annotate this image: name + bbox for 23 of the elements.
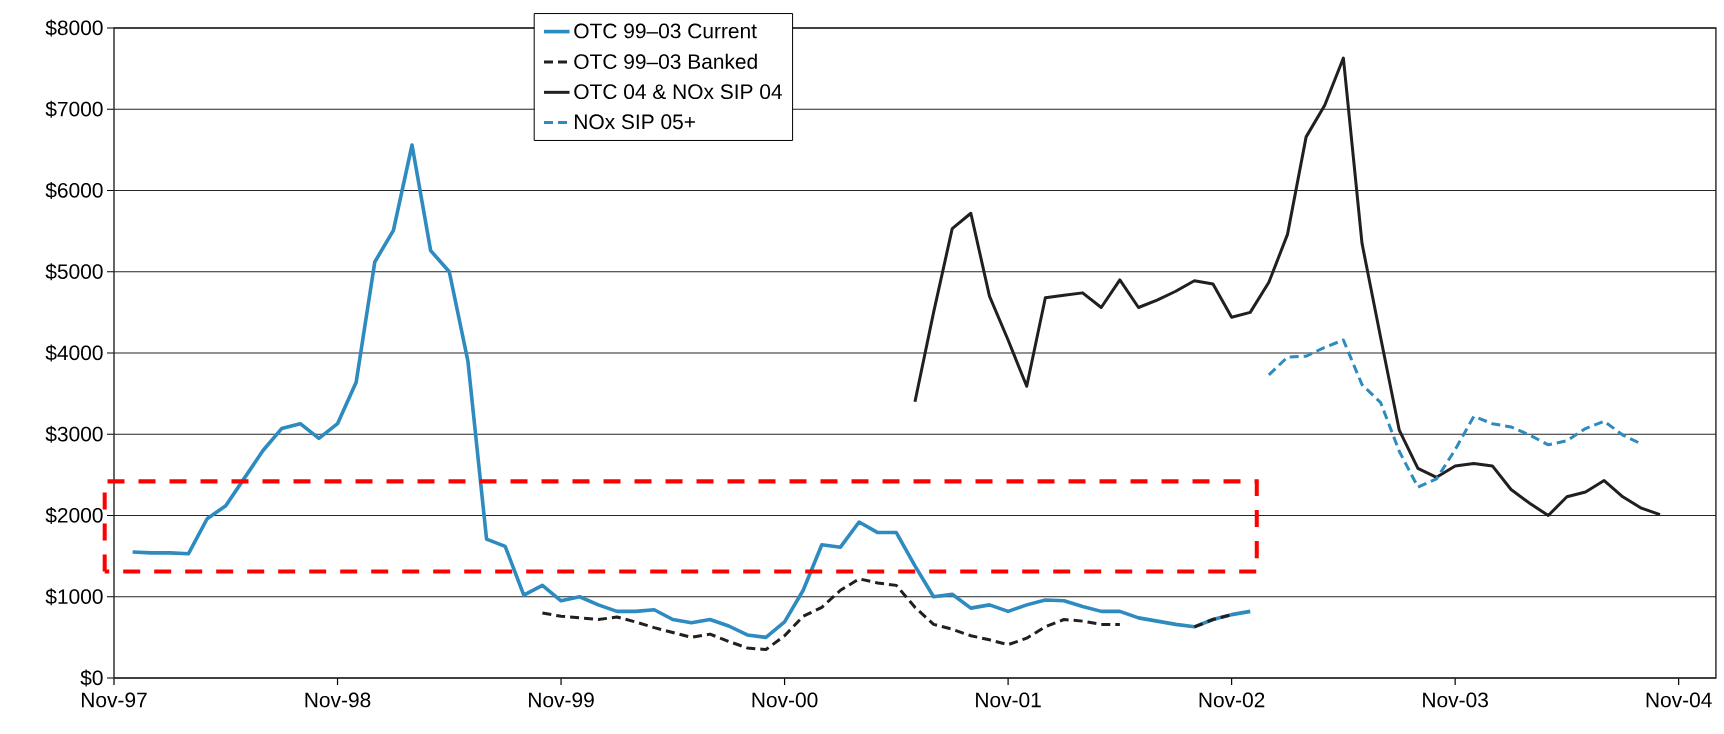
y-tick-label: $0 [80,669,103,687]
x-tick-label: Nov-02 [1199,692,1265,708]
legend-label: OTC 99–03 Current [574,23,757,39]
y-tick-label: $3000 [45,425,103,443]
y-tick-label: $6000 [45,182,103,199]
x-tick-label: Nov-00 [752,692,818,708]
legend-label: OTC 04 & NOx SIP 04 [574,84,782,100]
y-tick-label: $1000 [45,588,103,606]
x-tick-label: Nov-01 [976,692,1041,708]
x-tick-label: Nov-04 [1646,692,1712,708]
legend-label: NOx SIP 05+ [575,114,695,130]
y-tick-label: $5000 [45,263,103,281]
y-tick-label: $8000 [45,19,103,37]
x-tick-label: Nov-99 [529,692,594,708]
x-tick-label: Nov-98 [305,692,371,708]
y-tick-label: $7000 [45,100,103,118]
y-tick-label: $2000 [45,507,103,524]
line-series [130,143,1253,640]
x-tick-label: Nov-03 [1423,692,1488,708]
line-series [913,56,1662,517]
x-tick-label: Nov-97 [82,692,147,708]
y-tick-label: $4000 [45,344,103,362]
legend-label: OTC 99–03 Banked [574,53,757,69]
